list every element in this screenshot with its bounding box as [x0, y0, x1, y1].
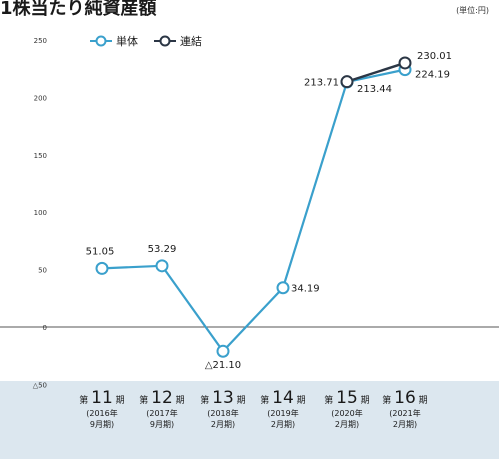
legend-label-single: 単体	[116, 35, 138, 48]
legend-marker-single-icon	[90, 35, 112, 47]
legend-label-consolidated: 連結	[180, 35, 202, 48]
x-category-label: 第 12 期	[139, 388, 184, 408]
data-point-single	[95, 261, 109, 275]
data-label-consolidated: 230.01	[417, 51, 452, 62]
data-label-consolidated: 213.71	[304, 78, 339, 89]
x-category-year: (2021年	[389, 408, 420, 418]
data-point-consolidated	[398, 56, 412, 70]
x-category-label: 第 13 期	[200, 388, 245, 408]
data-label-single: △21.10	[205, 360, 241, 371]
x-category-year: (2018年	[207, 408, 238, 418]
x-category-label: 第 15 期	[324, 388, 369, 408]
data-label-single: 34.19	[291, 284, 320, 295]
legend-item-consolidated: 連結	[154, 33, 202, 49]
legend-marker-consolidated-icon	[154, 35, 176, 47]
data-label-single: 213.44	[357, 84, 392, 95]
unit-label: (単位:円)	[456, 6, 489, 15]
y-tick-label: 0	[43, 324, 47, 332]
series-line-consolidated	[346, 61, 406, 83]
series-line-single	[101, 68, 406, 353]
x-category-label: 第 16 期	[382, 388, 427, 408]
y-tick-label: 250	[34, 37, 47, 45]
x-category-period: 2月期)	[335, 420, 359, 429]
x-category-year: (2019年	[267, 408, 298, 418]
x-category-period: 2月期)	[271, 420, 295, 429]
x-category-period: 9月期)	[150, 420, 174, 429]
x-category-label: 第 14 期	[260, 388, 305, 408]
y-tick-label: 50	[38, 267, 47, 275]
data-point-single	[216, 344, 230, 358]
x-category-period: 2月期)	[393, 420, 417, 429]
x-category-period: 2月期)	[211, 420, 235, 429]
y-tick-label: 150	[34, 152, 47, 160]
data-point-consolidated	[340, 75, 354, 89]
x-category-year: (2020年	[331, 408, 362, 418]
chart-title: 1株当たり純資産額	[0, 0, 157, 19]
y-tick-label: △50	[33, 381, 47, 389]
x-category-year: (2016年	[86, 408, 117, 418]
data-point-single	[276, 281, 290, 295]
x-category-year: (2017年	[146, 408, 177, 418]
x-category-period: 9月期)	[90, 420, 114, 429]
legend: 単体 連結	[90, 33, 202, 49]
y-tick-label: 200	[34, 94, 47, 102]
data-label-single: 53.29	[148, 244, 177, 255]
category-band	[0, 381, 499, 459]
x-category-label: 第 11 期	[79, 388, 124, 408]
data-label-single: 224.19	[415, 70, 450, 81]
data-label-single: 51.05	[86, 246, 115, 257]
data-point-single	[155, 259, 169, 273]
legend-item-single: 単体	[90, 33, 138, 49]
y-tick-label: 100	[34, 209, 47, 217]
